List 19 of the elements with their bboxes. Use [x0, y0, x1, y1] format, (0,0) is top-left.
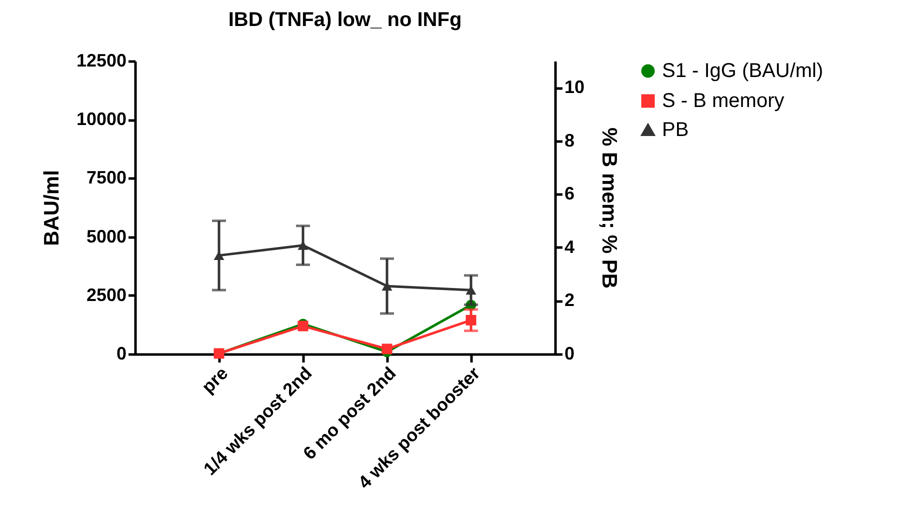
y-tick-label: 7500	[86, 168, 126, 188]
y-tick-label: 10000	[76, 109, 126, 130]
y2-tick-label: 2	[564, 290, 575, 310]
legend-label: S - B memory	[662, 90, 784, 112]
y-tick-label: 12500	[76, 50, 126, 70]
y2-axis-title: % B mem; % PB	[598, 127, 621, 289]
y2-tick-label: 8	[564, 130, 575, 150]
y2-tick-label: 10	[564, 77, 585, 98]
x-tick-label: pre	[198, 363, 232, 398]
chart-title: IBD (TNFa) low_ no INFg	[228, 9, 462, 31]
y2-tick-label: 4	[564, 236, 575, 257]
y-tick-label: 2500	[86, 284, 126, 305]
y-tick-label: 0	[116, 344, 126, 364]
y-axis-title: BAU/ml	[40, 170, 64, 246]
legend-label: PB	[662, 119, 689, 141]
y2-tick-label: 0	[564, 344, 575, 364]
legend-label: S1 - IgG (BAU/ml)	[662, 60, 824, 82]
y2-tick-label: 6	[564, 184, 575, 204]
y-tick-label: 5000	[86, 226, 126, 246]
